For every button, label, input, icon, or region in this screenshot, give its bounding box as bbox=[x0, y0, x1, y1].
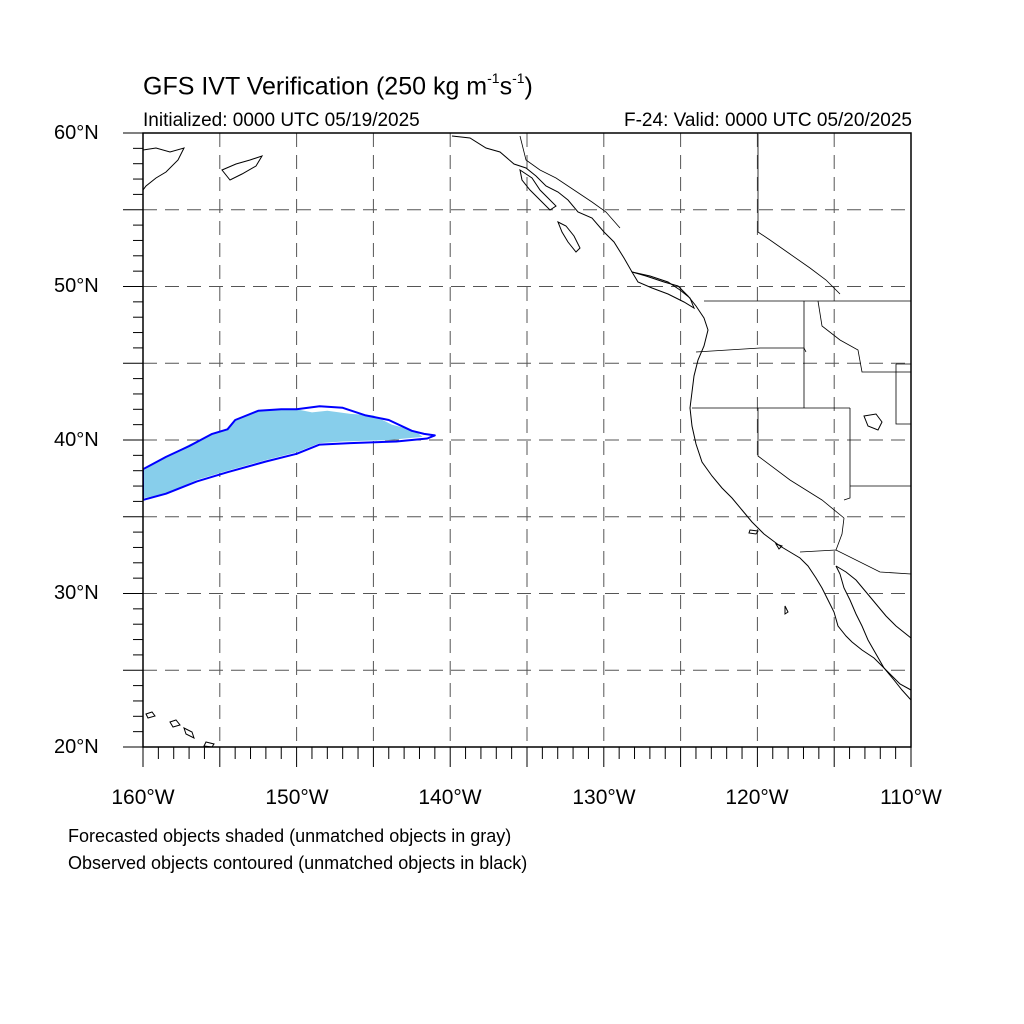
forecast-object-fill bbox=[143, 409, 423, 499]
lat-label-40n: 40°N bbox=[54, 429, 99, 451]
vancouver-island bbox=[630, 271, 696, 310]
lon-label-160w: 160°W bbox=[111, 786, 175, 809]
chart-title: GFS IVT Verification (250 kg m-1s-1) bbox=[143, 70, 533, 101]
us-mexico-border bbox=[799, 549, 911, 575]
valid-time-label: F-24: Valid: 0000 UTC 05/20/2025 bbox=[624, 110, 912, 131]
lon-label-130w: 130°W bbox=[572, 786, 636, 809]
washington-oregon-border bbox=[695, 347, 807, 353]
montana-idaho-border bbox=[817, 300, 911, 373]
footnote-observed: Observed objects contoured (unmatched ob… bbox=[68, 853, 528, 873]
channel-islands bbox=[748, 529, 783, 550]
north-america-coastline bbox=[451, 135, 911, 691]
lon-label-110w: 110°W bbox=[880, 786, 942, 809]
lat-label-20n: 20°N bbox=[54, 736, 99, 758]
lat-label-60n: 60°N bbox=[54, 122, 99, 144]
great-salt-lake bbox=[863, 413, 883, 431]
baja-east-coastline bbox=[835, 565, 911, 701]
arizona-california-border bbox=[835, 517, 845, 551]
canada-internal-border bbox=[757, 134, 841, 295]
lat-label-30n: 30°N bbox=[54, 582, 99, 604]
alaska-panhandle-islands bbox=[519, 168, 557, 211]
nevada-california-border bbox=[757, 408, 845, 519]
lon-label-120w: 120°W bbox=[725, 786, 789, 809]
lon-label-150w: 150°W bbox=[265, 786, 329, 809]
lat-label-50n: 50°N bbox=[54, 275, 99, 297]
graticule bbox=[143, 133, 911, 747]
haida-gwaii bbox=[557, 220, 581, 253]
gulf-coastline bbox=[835, 565, 911, 639]
init-time-label: Initialized: 0000 UTC 05/19/2025 bbox=[143, 110, 420, 131]
lon-label-140w: 140°W bbox=[418, 786, 482, 809]
alaska-canada-border bbox=[519, 135, 621, 229]
guadalupe-island bbox=[784, 605, 789, 615]
coastlines bbox=[143, 135, 911, 747]
ivt-objects bbox=[143, 405, 436, 501]
footnote-forecast: Forecasted objects shaded (unmatched obj… bbox=[68, 826, 512, 846]
alaska-peninsula bbox=[143, 147, 185, 191]
axis-ticks bbox=[123, 132, 912, 767]
kodiak-island bbox=[221, 155, 264, 181]
observed-object-contour bbox=[143, 405, 436, 501]
wyoming-border bbox=[895, 363, 911, 425]
hawaii-islands bbox=[145, 711, 215, 747]
nevada-utah-border bbox=[843, 408, 851, 501]
political-borders bbox=[519, 134, 911, 575]
